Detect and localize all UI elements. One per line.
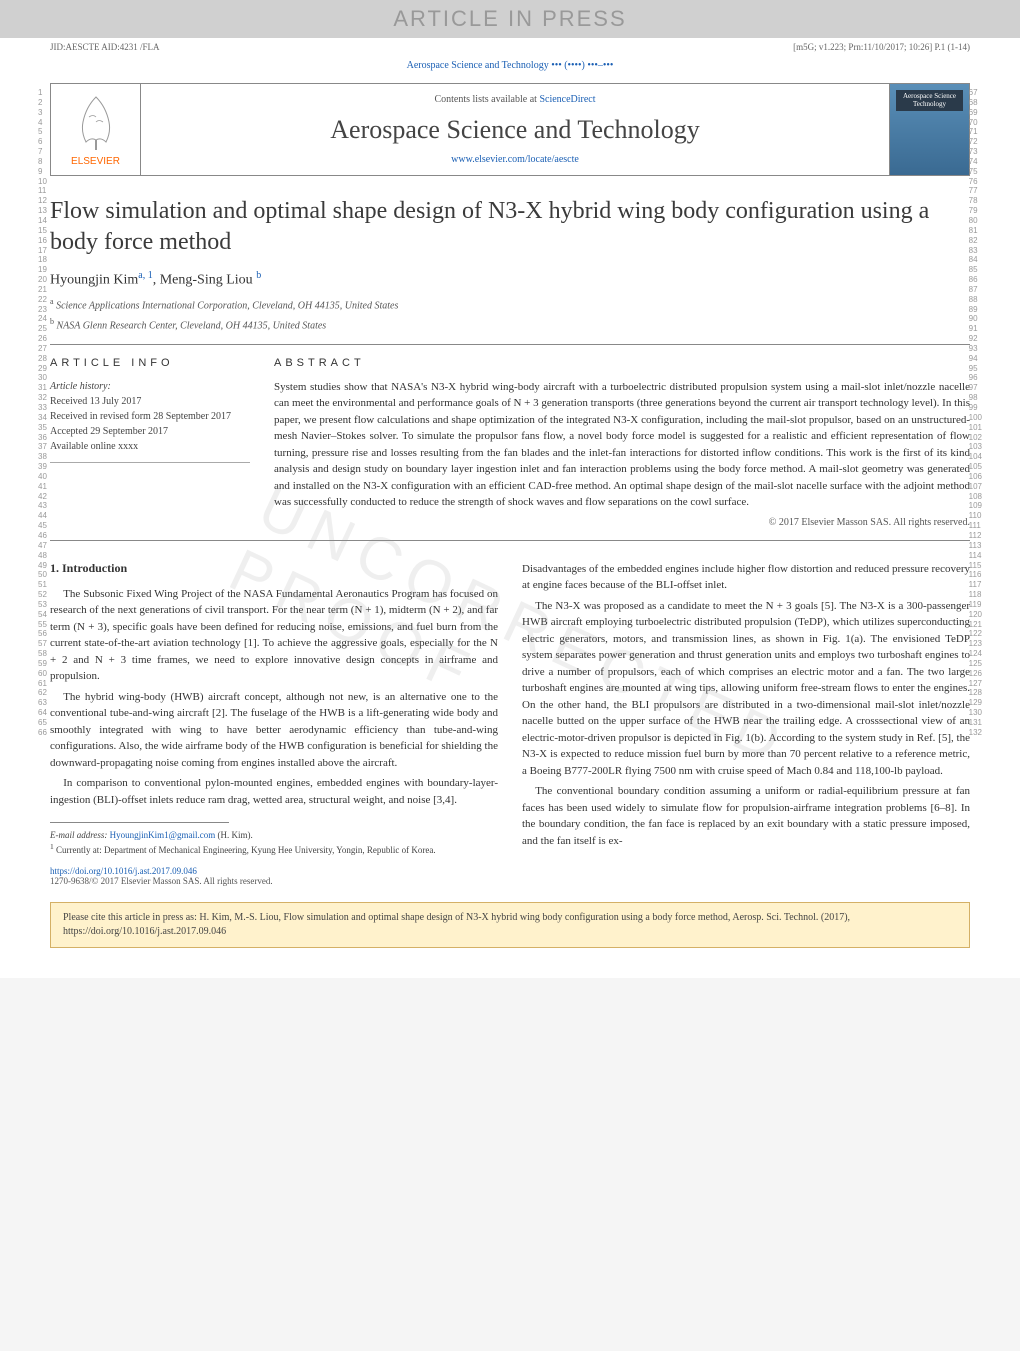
paragraph-5: The N3-X was proposed as a candidate to … [522,598,970,780]
history-label: Article history: [50,379,250,394]
author-2-sup: b [256,270,261,281]
affiliation-a: a Science Applications International Cor… [50,297,970,311]
right-column: Disadvantages of the embedded engines in… [522,561,970,887]
article-title: Flow simulation and optimal shape design… [50,196,970,258]
history-online: Available online xxxx [50,439,250,454]
history-accepted: Accepted 29 September 2017 [50,424,250,439]
footnote-1-text: Currently at: Department of Mechanical E… [54,845,436,855]
email-label: E-mail address: [50,830,110,840]
elsevier-logo-cell: ELSEVIER [51,84,141,175]
line-numbers-right: 67 68 69 70 71 72 73 74 75 76 77 78 79 8… [969,88,982,738]
elsevier-wordmark: ELSEVIER [71,156,120,167]
paragraph-1: The Subsonic Fixed Wing Project of the N… [50,586,498,685]
author-1-sup: a, 1 [138,270,152,281]
body-columns: 1. Introduction The Subsonic Fixed Wing … [50,561,970,887]
contents-prefix: Contents lists available at [434,94,539,105]
paragraph-6: The conventional boundary condition assu… [522,783,970,849]
aff-a-text: Science Applications International Corpo… [54,300,399,311]
author-line: Hyoungjin Kima, 1, Meng-Sing Liou b [50,270,970,289]
abstract-text: System studies show that NASA's N3-X hyb… [274,379,970,511]
left-column: 1. Introduction The Subsonic Fixed Wing … [50,561,498,887]
footnote-1: 1 Currently at: Department of Mechanical… [50,842,498,857]
issn-copyright: 1270-9638/© 2017 Elsevier Masson SAS. Al… [50,876,498,886]
paragraph-3: In comparison to conventional pylon-moun… [50,775,498,808]
section-1-heading: 1. Introduction [50,561,498,576]
header-mid: Contents lists available at ScienceDirec… [141,84,889,175]
abstract-copyright: © 2017 Elsevier Masson SAS. All rights r… [274,517,970,528]
article-info-heading: ARTICLE INFO [50,357,250,369]
author-1: Hyoungjin Kim [50,273,138,288]
affiliation-b: b NASA Glenn Research Center, Cleveland,… [50,317,970,331]
footnote-email: E-mail address: HyoungjinKim1@gmail.com … [50,829,498,842]
jid-label: JID:AESCTE AID:4231 /FLA [50,42,160,52]
journal-url-link[interactable]: www.elsevier.com/locate/aescte [161,154,869,165]
journal-reference-line: Aerospace Science and Technology ••• (••… [50,56,970,75]
email-link[interactable]: HyoungjinKim1@gmail.com [110,830,216,840]
article-info-col: ARTICLE INFO Article history: Received 1… [50,357,250,528]
elsevier-tree-icon [71,92,121,152]
page-container: UNCORRECTED PROOF 1 2 3 4 5 6 7 8 9 10 1… [0,38,1020,978]
sciencedirect-link[interactable]: ScienceDirect [539,94,595,105]
abstract-heading: ABSTRACT [274,357,970,369]
paragraph-4: Disadvantages of the embedded engines in… [522,561,970,594]
paragraph-2: The hybrid wing-body (HWB) aircraft conc… [50,689,498,772]
email-who: (H. Kim). [215,830,253,840]
info-abstract-row: ARTICLE INFO Article history: Received 1… [50,357,970,528]
journal-cover-thumb: Aerospace Science Technology [889,84,969,175]
line-numbers-left: 1 2 3 4 5 6 7 8 9 10 11 12 13 14 15 16 1… [38,88,47,738]
contents-line: Contents lists available at ScienceDirec… [161,94,869,105]
separator-2 [50,540,970,541]
top-meta-bar: JID:AESCTE AID:4231 /FLA [m5G; v1.223; P… [50,38,970,56]
history-received: Received 13 July 2017 [50,394,250,409]
author-2: , Meng-Sing Liou [153,273,253,288]
abstract-col: ABSTRACT System studies show that NASA's… [274,357,970,528]
history-revised: Received in revised form 28 September 20… [50,409,250,424]
separator-1 [50,344,970,345]
citation-box: Please cite this article in press as: H.… [50,902,970,948]
journal-title: Aerospace Science and Technology [161,115,869,145]
aff-b-text: NASA Glenn Research Center, Cleveland, O… [54,321,326,332]
doi-link[interactable]: https://doi.org/10.1016/j.ast.2017.09.04… [50,866,498,876]
journal-header-box: ELSEVIER Contents lists available at Sci… [50,83,970,176]
footnote-separator [50,822,229,823]
cover-label: Aerospace Science Technology [896,90,963,111]
article-history: Article history: Received 13 July 2017 R… [50,379,250,463]
print-meta: [m5G; v1.223; Prn:11/10/2017; 10:26] P.1… [793,42,970,52]
watermark-header: ARTICLE IN PRESS [0,0,1020,38]
